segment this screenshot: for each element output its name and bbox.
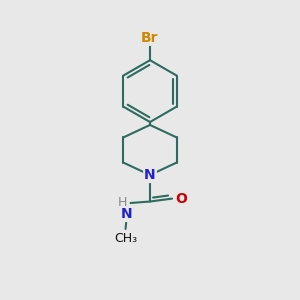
Text: Br: Br: [141, 31, 159, 45]
Text: CH₃: CH₃: [114, 232, 137, 245]
Text: N: N: [144, 168, 156, 182]
Text: N: N: [121, 207, 133, 221]
Text: O: O: [176, 192, 188, 206]
Text: H: H: [118, 196, 127, 209]
